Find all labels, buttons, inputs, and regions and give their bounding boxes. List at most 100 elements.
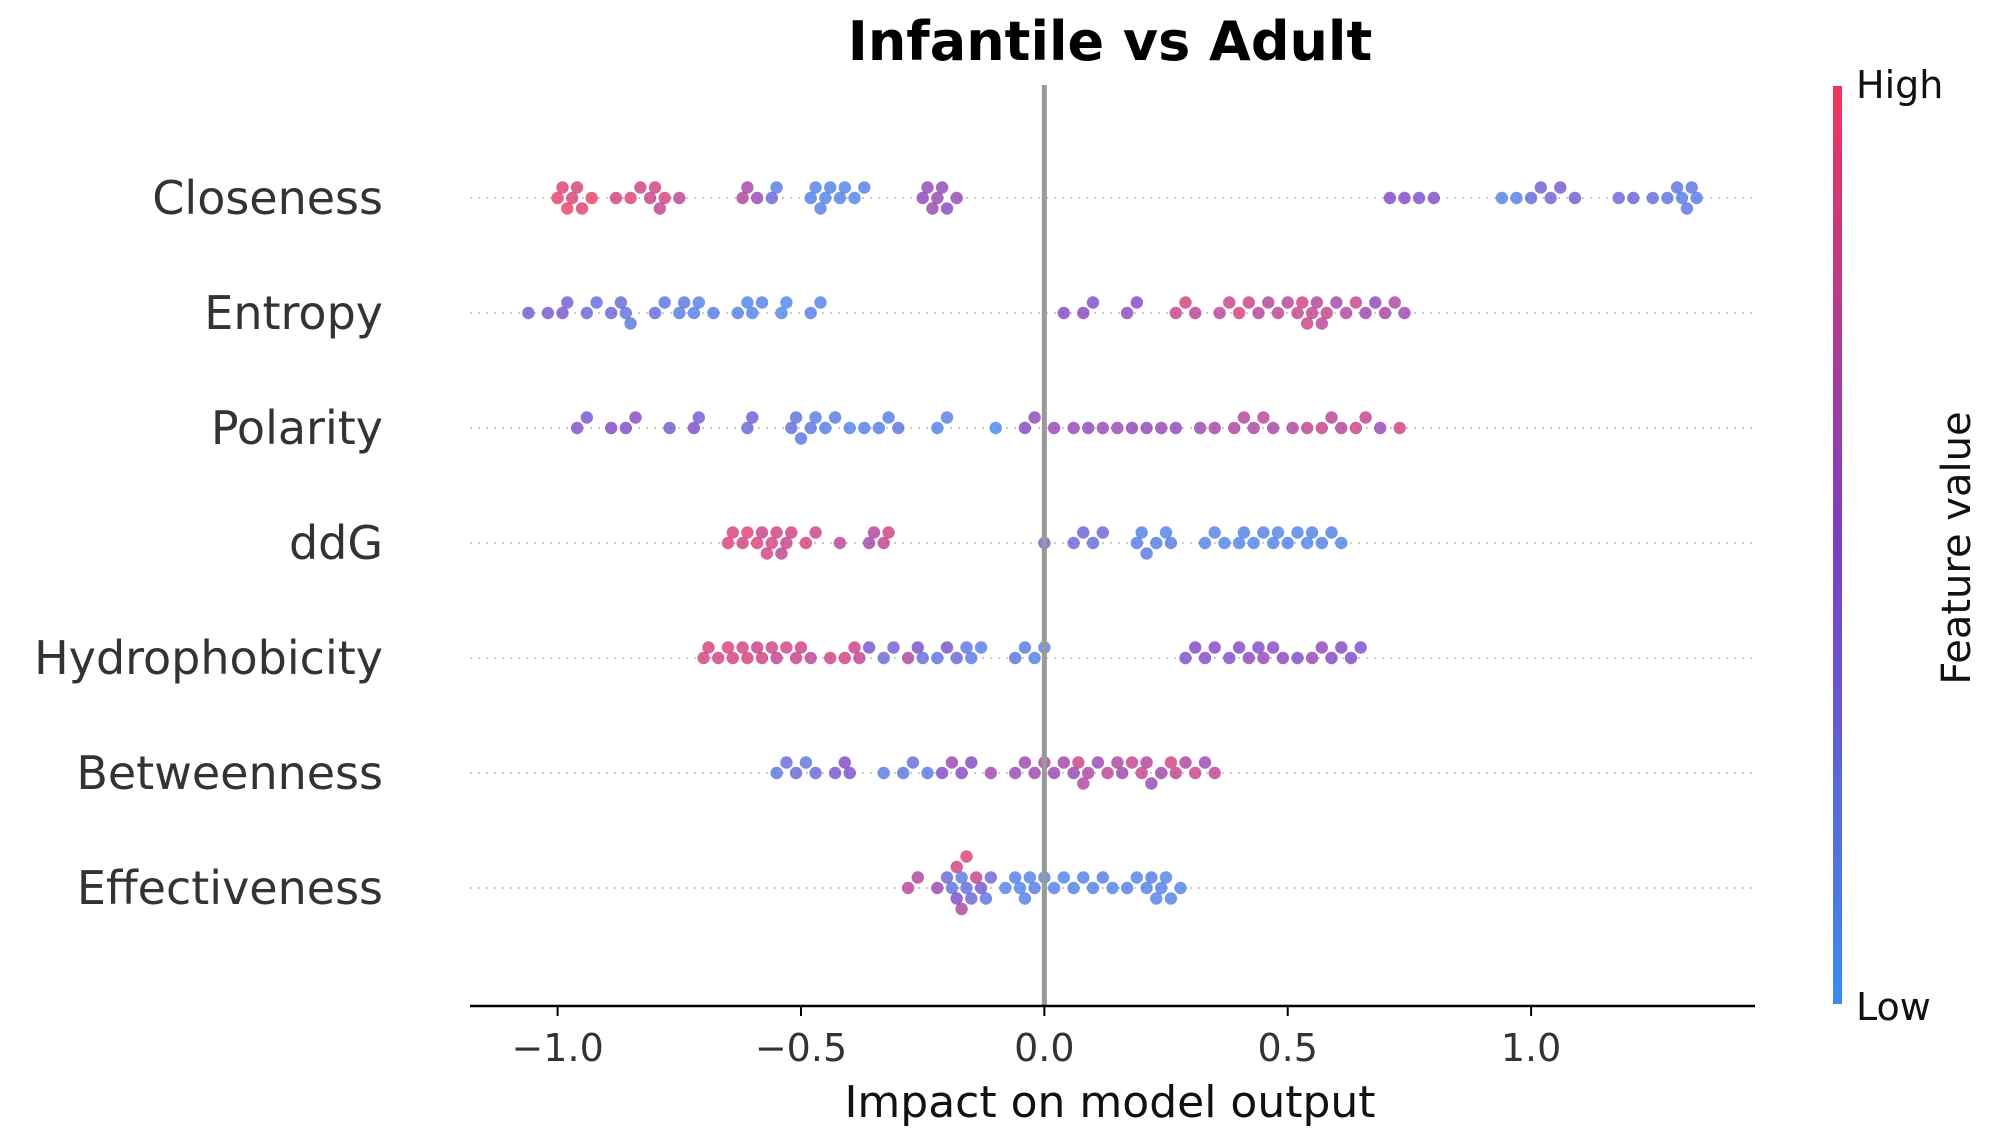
data-point <box>1305 306 1319 320</box>
colorbar-high-label: High <box>1856 63 1943 107</box>
data-point <box>1237 411 1251 424</box>
data-point <box>955 871 968 884</box>
data-point <box>1685 181 1698 194</box>
chart-title: Infantile vs Adult <box>848 10 1373 73</box>
data-point <box>770 526 783 539</box>
data-point <box>1018 892 1032 905</box>
data-point <box>566 191 579 205</box>
data-point <box>1140 881 1153 895</box>
data-point <box>770 181 783 194</box>
data-point <box>1018 756 1032 769</box>
colorbar-low-label: Low <box>1856 985 1931 1029</box>
data-point <box>984 766 997 780</box>
data-point <box>1067 881 1080 895</box>
data-point <box>1213 306 1226 320</box>
data-point <box>824 181 837 194</box>
data-point <box>974 641 988 654</box>
data-point <box>780 536 793 550</box>
data-point <box>755 651 769 665</box>
data-point <box>580 306 593 320</box>
data-point <box>1140 421 1153 435</box>
data-point <box>911 641 924 654</box>
data-point <box>1130 536 1144 550</box>
data-point <box>1301 536 1314 550</box>
data-point <box>1067 536 1080 550</box>
data-point <box>1412 191 1426 205</box>
data-point <box>1009 871 1022 884</box>
data-point <box>1339 306 1353 320</box>
data-point <box>765 191 778 205</box>
feature-label: Entropy <box>204 286 383 340</box>
data-point <box>1286 421 1299 435</box>
data-point <box>1510 191 1523 205</box>
data-point <box>658 296 671 309</box>
data-point <box>814 296 827 309</box>
data-point <box>1335 421 1348 435</box>
data-point <box>673 191 686 205</box>
data-point <box>1627 191 1640 205</box>
data-point <box>755 526 769 539</box>
data-point <box>940 411 954 424</box>
data-point <box>1388 296 1402 309</box>
data-point <box>921 181 934 194</box>
data-point <box>1354 641 1367 654</box>
data-point <box>1028 881 1041 895</box>
data-point <box>1398 191 1411 205</box>
data-point <box>843 421 856 435</box>
data-point <box>1009 651 1022 665</box>
data-point <box>1325 411 1338 424</box>
data-point <box>1130 871 1144 884</box>
data-point <box>965 892 978 905</box>
data-point <box>1291 306 1304 320</box>
data-point <box>828 766 842 780</box>
data-point <box>1291 526 1304 539</box>
data-point <box>1145 871 1158 884</box>
data-point <box>824 651 837 665</box>
data-point <box>1330 296 1343 309</box>
data-point <box>775 306 788 320</box>
data-point <box>819 191 832 205</box>
x-tick-label: 0.5 <box>1258 1026 1318 1070</box>
data-point <box>1301 317 1314 330</box>
data-point <box>1057 756 1071 769</box>
data-point <box>1242 296 1256 309</box>
data-point <box>1218 536 1231 550</box>
data-point <box>570 181 584 194</box>
data-point <box>1198 756 1212 769</box>
data-point <box>1378 306 1392 320</box>
data-point <box>1164 892 1178 905</box>
data-point <box>605 421 618 435</box>
data-point <box>702 641 715 654</box>
data-point <box>1315 641 1329 654</box>
colorbar-title: Feature value <box>1934 411 1980 684</box>
data-point <box>1159 526 1173 539</box>
data-point <box>1281 296 1294 309</box>
data-point <box>643 191 657 205</box>
feature-label: Effectiveness <box>77 861 383 915</box>
data-point <box>819 421 832 435</box>
data-point <box>692 296 705 309</box>
data-point <box>1067 766 1080 780</box>
data-point <box>1189 641 1202 654</box>
data-point <box>1130 296 1144 309</box>
data-point <box>1310 296 1324 309</box>
data-point <box>1276 651 1290 665</box>
data-point <box>1111 756 1124 769</box>
data-point <box>1125 756 1139 769</box>
data-point <box>707 306 720 320</box>
data-point <box>556 181 569 194</box>
data-point <box>965 756 978 769</box>
data-point <box>1169 766 1183 780</box>
data-point <box>619 306 632 320</box>
data-point <box>1568 191 1582 205</box>
data-point <box>765 536 778 550</box>
data-point <box>1257 526 1270 539</box>
data-point <box>1252 641 1265 654</box>
data-point <box>799 536 813 550</box>
data-point <box>1524 191 1538 205</box>
data-point <box>970 871 983 884</box>
data-point <box>692 411 705 424</box>
data-point <box>609 191 623 205</box>
data-point <box>775 547 788 560</box>
data-point <box>1116 766 1129 780</box>
